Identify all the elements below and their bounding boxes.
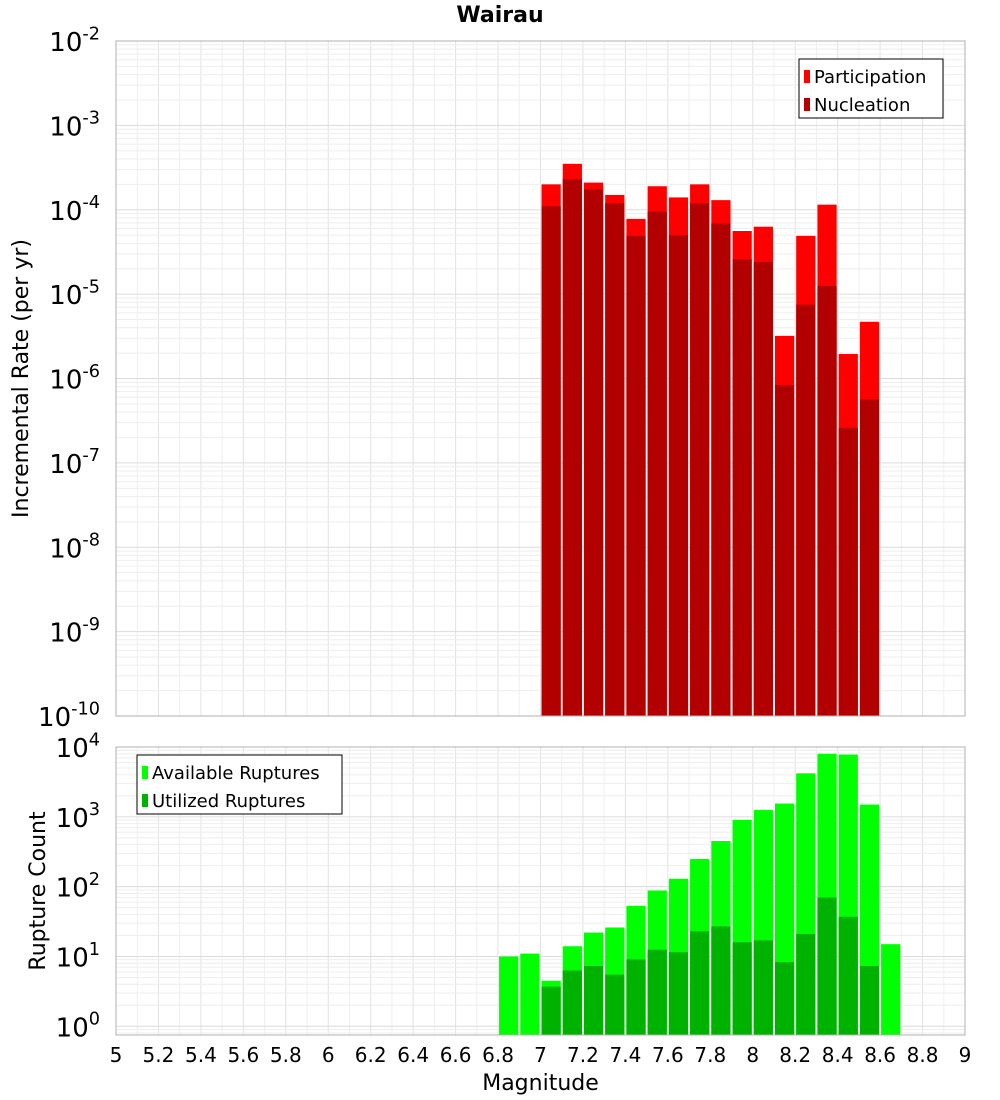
x-tick-label: 8.2 xyxy=(779,1043,811,1067)
top-bar-nucleation xyxy=(711,223,731,716)
bottom-y-tick-label: 100 xyxy=(56,1010,100,1044)
x-tick-label: 8.8 xyxy=(907,1043,939,1067)
bottom-y-axis-title: Rupture Count xyxy=(26,811,51,971)
x-tick-label: 6.8 xyxy=(482,1043,514,1067)
x-tick-label: 6.4 xyxy=(397,1043,429,1067)
bottom-bar-utilized-ruptures xyxy=(668,952,689,1035)
bottom-bar-utilized-ruptures xyxy=(690,931,710,1035)
top-y-tick-label: 10-2 xyxy=(49,24,100,58)
x-tick-label: 7.6 xyxy=(652,1043,684,1067)
bottom-bar-utilized-ruptures xyxy=(732,942,752,1035)
x-tick-label: 5.4 xyxy=(185,1043,217,1067)
top-y-tick-label: 10-8 xyxy=(49,531,100,565)
top-legend-swatch xyxy=(804,70,810,83)
top-bar-nucleation xyxy=(605,203,625,716)
x-tick-label: 5.2 xyxy=(143,1043,175,1067)
top-bar-nucleation xyxy=(838,427,858,716)
chart-title: Wairau xyxy=(456,3,543,28)
x-tick-label: 7.4 xyxy=(609,1043,641,1067)
bottom-legend-label: Available Ruptures xyxy=(152,763,320,784)
top-bar-nucleation xyxy=(541,206,561,716)
bottom-bar-utilized-ruptures xyxy=(817,897,837,1035)
x-tick-label: 6.6 xyxy=(440,1043,472,1067)
bottom-bar-utilized-ruptures xyxy=(626,959,646,1035)
bottom-y-tick-label: 104 xyxy=(56,730,100,764)
bottom-y-tick-label: 103 xyxy=(56,800,100,834)
top-bar-nucleation xyxy=(774,384,795,716)
bottom-bar-utilized-ruptures xyxy=(796,933,816,1035)
x-tick-label: 5 xyxy=(110,1043,123,1067)
x-tick-label: 8.6 xyxy=(864,1043,896,1067)
x-tick-label: 8 xyxy=(746,1043,759,1067)
top-y-tick-label: 10-6 xyxy=(49,362,100,396)
x-tick-label: 9 xyxy=(959,1043,972,1067)
top-y-tick-label: 10-9 xyxy=(49,615,100,649)
x-tick-label: 7.8 xyxy=(694,1043,726,1067)
x-tick-label: 6 xyxy=(322,1043,335,1067)
x-tick-label: 7.2 xyxy=(567,1043,599,1067)
top-bar-nucleation xyxy=(817,285,837,716)
top-y-tick-label: 10-10 xyxy=(38,699,100,733)
bottom-panel-rupture-count: 100 101 102 103 104 5 5.2 5.4 5.6 5.8 6 6.2 6.4 6.6 6.… xyxy=(26,730,971,1096)
top-bar-nucleation xyxy=(732,259,752,716)
bottom-bar-available-ruptures xyxy=(881,944,901,1035)
x-tick-label: 8.4 xyxy=(822,1043,854,1067)
top-legend-label: Nucleation xyxy=(814,95,910,116)
bottom-bar-utilized-ruptures xyxy=(562,970,582,1035)
bottom-bar-utilized-ruptures xyxy=(541,986,561,1035)
bottom-bar-utilized-ruptures xyxy=(838,916,858,1035)
top-y-axis-title: Incremental Rate (per yr) xyxy=(9,239,34,518)
bottom-legend-swatch xyxy=(142,766,148,779)
top-legend-box xyxy=(798,58,944,119)
bottom-legend-box xyxy=(136,754,343,815)
x-tick-label: 6.2 xyxy=(355,1043,387,1067)
top-y-tick-label: 10-7 xyxy=(49,446,100,480)
x-axis-title: Magnitude xyxy=(482,1071,599,1096)
bottom-legend: Available Ruptures Utilized Ruptures xyxy=(136,754,343,815)
top-y-tick-label: 10-3 xyxy=(49,109,100,143)
bottom-y-tick-label: 101 xyxy=(56,940,100,974)
top-y-tick-label: 10-4 xyxy=(49,193,100,227)
x-tick-label: 5.6 xyxy=(227,1043,259,1067)
bottom-bar-utilized-ruptures xyxy=(711,926,731,1035)
top-plot-border xyxy=(115,40,966,717)
bottom-bar-utilized-ruptures xyxy=(647,949,667,1035)
bottom-bar-utilized-ruptures xyxy=(605,974,625,1035)
x-tick-label: 7 xyxy=(534,1043,547,1067)
bottom-legend-label: Utilized Ruptures xyxy=(152,791,305,812)
top-bar-nucleation xyxy=(668,235,689,716)
top-legend: Participation Nucleation xyxy=(798,58,944,119)
bottom-legend-swatch xyxy=(142,794,148,807)
bottom-bar-available-ruptures xyxy=(499,956,519,1035)
bottom-bar-utilized-ruptures xyxy=(583,966,604,1035)
bottom-plot-border xyxy=(115,746,966,1036)
top-panel-rate: 10-10 10-9 10-8 10-7 10-6 10-5 10-4 10-3 10-2 Inc… xyxy=(9,24,966,733)
top-y-tick-label: 10-5 xyxy=(49,277,100,311)
top-bar-nucleation xyxy=(690,203,710,716)
top-bar-nucleation xyxy=(753,262,773,716)
top-bar-nucleation xyxy=(859,399,880,716)
bottom-bar-available-ruptures xyxy=(520,953,540,1035)
bottom-bar-utilized-ruptures xyxy=(774,962,795,1035)
top-bar-nucleation xyxy=(647,211,667,716)
top-bar-nucleation xyxy=(583,189,604,717)
top-legend-swatch xyxy=(804,98,810,111)
x-tick-label: 5.8 xyxy=(270,1043,302,1067)
top-bar-nucleation xyxy=(796,304,816,716)
bottom-bar-utilized-ruptures xyxy=(859,966,880,1035)
bottom-y-tick-label: 102 xyxy=(56,870,100,904)
top-legend-label: Participation xyxy=(814,67,926,88)
bottom-bar-utilized-ruptures xyxy=(753,940,773,1035)
top-bar-nucleation xyxy=(562,179,582,716)
top-bar-nucleation xyxy=(626,235,646,716)
